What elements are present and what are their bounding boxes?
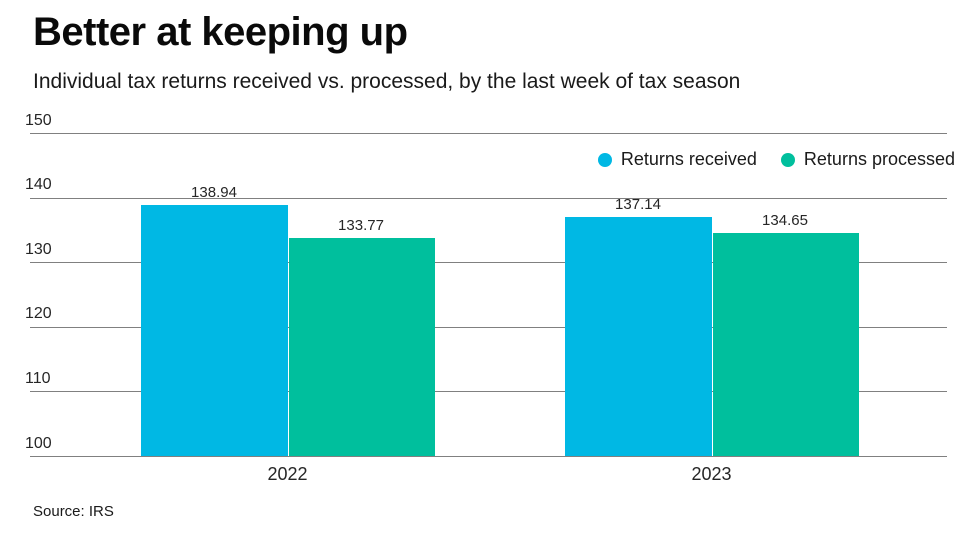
y-axis-tick: 110 <box>25 369 51 387</box>
legend-dot-icon <box>597 152 612 167</box>
y-axis-tick: 120 <box>25 305 52 323</box>
gridline <box>30 391 947 393</box>
chart-title: Better at keeping up <box>33 10 408 54</box>
bar-value-label: 137.14 <box>615 195 661 213</box>
chart-subtitle: Individual tax returns received vs. proc… <box>33 70 741 93</box>
bar-value-label: 138.94 <box>191 183 237 201</box>
x-axis-category: 2023 <box>691 463 732 484</box>
gridline <box>30 456 947 457</box>
legend-label: Returns processed <box>803 149 955 169</box>
y-axis-tick: 100 <box>25 434 52 452</box>
source-note: Source: IRS <box>33 503 114 520</box>
legend-dot-icon <box>780 152 795 167</box>
returns-received-bar <box>564 216 712 457</box>
y-axis-tick: 150 <box>25 111 52 129</box>
returns-processed-bar <box>712 232 859 457</box>
x-axis-category: 2022 <box>267 463 308 484</box>
returns-received-bar <box>140 204 288 457</box>
legend-label: Returns received <box>620 149 757 169</box>
gridline <box>30 197 947 199</box>
gridline <box>30 133 947 134</box>
bar-value-label: 134.65 <box>762 211 808 229</box>
legend-item-returns-processed: Returns processed <box>780 149 955 170</box>
bar-value-label: 133.77 <box>338 217 384 235</box>
legend-item-returns-received: Returns received <box>597 149 757 170</box>
chart-legend: Returns received Returns processed <box>597 149 955 170</box>
gridline <box>30 326 947 328</box>
y-axis-tick: 140 <box>25 176 52 194</box>
y-axis-tick: 130 <box>25 240 52 258</box>
returns-processed-bar <box>288 238 435 457</box>
gridline <box>30 262 947 264</box>
